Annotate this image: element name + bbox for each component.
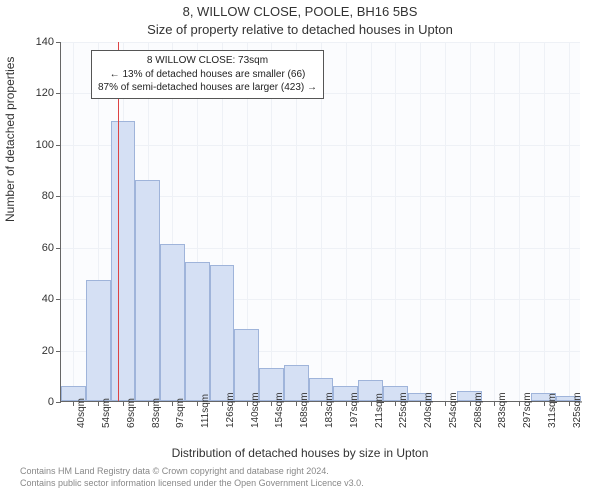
xtick-label: 197sqm	[349, 404, 360, 428]
gridline-v	[371, 42, 372, 401]
footer-line-1: Contains HM Land Registry data © Crown c…	[20, 466, 580, 478]
xtick-label: 83sqm	[151, 404, 162, 428]
xtick-mark	[247, 401, 248, 406]
xtick-mark	[296, 401, 297, 406]
xtick-label: 40sqm	[76, 404, 87, 428]
xtick-mark	[346, 401, 347, 406]
chart-title: 8, WILLOW CLOSE, POOLE, BH16 5BS	[0, 4, 600, 19]
ytick-label: 0	[14, 396, 54, 408]
annotation-line-2: ← 13% of detached houses are smaller (66…	[98, 68, 317, 82]
histogram-bar	[185, 262, 210, 401]
xtick-mark	[470, 401, 471, 406]
ytick-mark	[56, 248, 61, 249]
xtick-mark	[569, 401, 570, 406]
ytick-mark	[56, 42, 61, 43]
gridline-v	[470, 42, 471, 401]
xtick-mark	[222, 401, 223, 406]
gridline-v	[420, 42, 421, 401]
xtick-label: 69sqm	[126, 404, 137, 428]
xtick-label: 154sqm	[274, 404, 285, 428]
xtick-label: 240sqm	[423, 404, 434, 428]
ytick-mark	[56, 351, 61, 352]
ytick-label: 60	[14, 242, 54, 254]
xtick-mark	[395, 401, 396, 406]
footer-line-2: Contains public sector information licen…	[20, 478, 580, 490]
gridline-v	[73, 42, 74, 401]
gridline-v	[494, 42, 495, 401]
xtick-mark	[445, 401, 446, 406]
gridline-v	[519, 42, 520, 401]
xtick-mark	[321, 401, 322, 406]
gridline-v	[445, 42, 446, 401]
xtick-label: 97sqm	[175, 404, 186, 428]
xtick-mark	[519, 401, 520, 406]
footer-text: Contains HM Land Registry data © Crown c…	[20, 466, 580, 489]
chart-subtitle: Size of property relative to detached ho…	[0, 22, 600, 37]
chart-container: 8, WILLOW CLOSE, POOLE, BH16 5BS Size of…	[0, 0, 600, 500]
histogram-bar	[234, 329, 259, 401]
ytick-label: 80	[14, 190, 54, 202]
xtick-mark	[197, 401, 198, 406]
gridline-v	[395, 42, 396, 401]
xtick-mark	[148, 401, 149, 406]
plot-area: 8 WILLOW CLOSE: 73sqm ← 13% of detached …	[60, 42, 580, 402]
ytick-mark	[56, 402, 61, 403]
histogram-bar	[86, 280, 111, 401]
ytick-label: 100	[14, 139, 54, 151]
annotation-line-3: 87% of semi-detached houses are larger (…	[98, 81, 317, 95]
xtick-label: 283sqm	[497, 404, 508, 428]
xtick-label: 183sqm	[324, 404, 335, 428]
xtick-mark	[420, 401, 421, 406]
xtick-mark	[271, 401, 272, 406]
xtick-label: 225sqm	[398, 404, 409, 428]
histogram-bar	[135, 180, 160, 401]
annotation-line-1: 8 WILLOW CLOSE: 73sqm	[98, 54, 317, 68]
gridline-v	[569, 42, 570, 401]
ytick-label: 40	[14, 293, 54, 305]
ytick-label: 140	[14, 36, 54, 48]
ytick-mark	[56, 299, 61, 300]
annotation-box: 8 WILLOW CLOSE: 73sqm ← 13% of detached …	[91, 50, 324, 99]
xtick-label: 325sqm	[572, 404, 583, 428]
xtick-label: 54sqm	[101, 404, 112, 428]
xtick-label: 268sqm	[473, 404, 484, 428]
xtick-mark	[371, 401, 372, 406]
ytick-mark	[56, 145, 61, 146]
xtick-label: 311sqm	[547, 404, 558, 428]
xtick-label: 111sqm	[200, 404, 211, 428]
histogram-bar	[160, 244, 185, 401]
xtick-label: 140sqm	[250, 404, 261, 428]
ytick-label: 120	[14, 87, 54, 99]
gridline-v	[544, 42, 545, 401]
ytick-label: 20	[14, 345, 54, 357]
xtick-mark	[73, 401, 74, 406]
ytick-mark	[56, 93, 61, 94]
xtick-label: 211sqm	[374, 404, 385, 428]
xtick-label: 254sqm	[448, 404, 459, 428]
xtick-mark	[123, 401, 124, 406]
xtick-mark	[494, 401, 495, 406]
ytick-mark	[56, 196, 61, 197]
xtick-mark	[544, 401, 545, 406]
x-axis-label: Distribution of detached houses by size …	[0, 446, 600, 460]
xtick-label: 126sqm	[225, 404, 236, 428]
histogram-bar	[111, 121, 136, 401]
xtick-mark	[98, 401, 99, 406]
gridline-v	[346, 42, 347, 401]
xtick-mark	[172, 401, 173, 406]
histogram-bar	[210, 265, 235, 401]
xtick-label: 297sqm	[522, 404, 533, 428]
xtick-label: 168sqm	[299, 404, 310, 428]
